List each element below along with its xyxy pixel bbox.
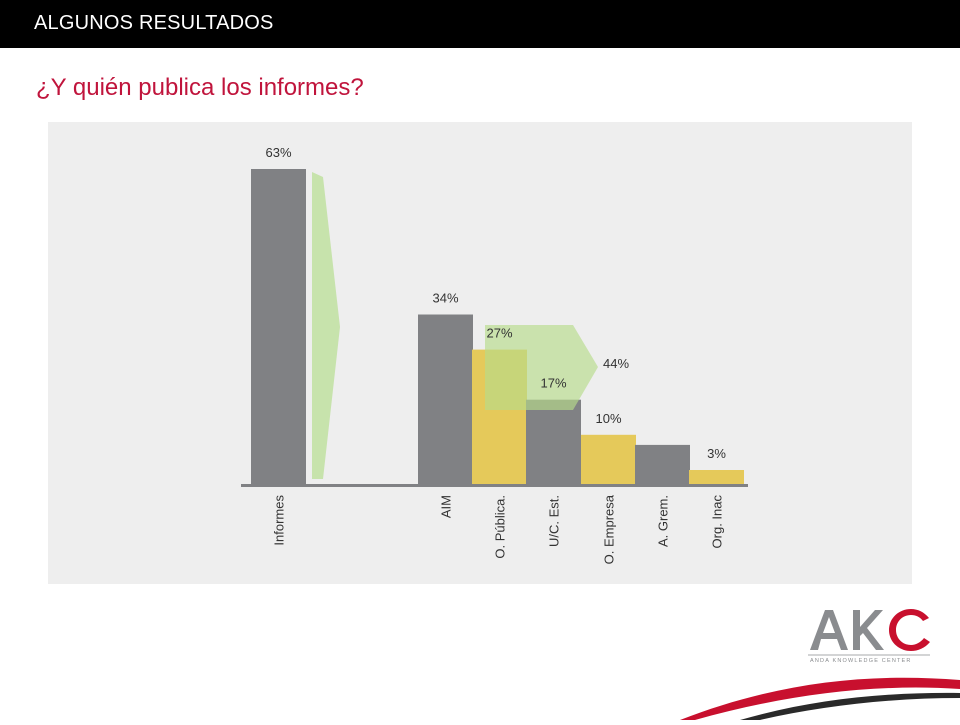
category-label-3: U/C. Est.	[547, 495, 562, 547]
header-bar: ALGUNOS RESULTADOS	[0, 0, 960, 48]
value-label-0: 63%	[265, 145, 291, 160]
bar-0	[251, 169, 306, 485]
value-label-3: 17%	[540, 376, 566, 391]
bar-1	[418, 314, 473, 485]
decorative-swoosh	[600, 650, 960, 720]
value-label-4: 10%	[595, 411, 621, 426]
bar-3	[526, 399, 581, 485]
category-label-1: AIM	[439, 495, 454, 518]
bar-6	[689, 470, 744, 485]
bar-4	[581, 434, 636, 485]
value-label-1: 34%	[432, 291, 458, 306]
value-label-2: 27%	[486, 326, 512, 341]
category-label-4: O. Empresa	[602, 494, 617, 564]
category-label-0: Informes	[272, 495, 287, 546]
annotation-label: 44%	[603, 356, 629, 371]
section-title: ALGUNOS RESULTADOS	[34, 12, 274, 34]
page-title: ¿Y quién publica los informes?	[36, 74, 364, 101]
category-label-2: O. Pública.	[493, 495, 508, 559]
logo-tagline: ANDA KNOWLEDGE CENTER	[810, 658, 912, 664]
bar-chart: 63% 34% 27% 17% 10% 3% 44% Informes AIM O. Públic…	[241, 145, 748, 564]
chart-panel: 63% 34% 27% 17% 10% 3% 44% Informes AIM O. Públic…	[48, 122, 912, 584]
value-label-6: 3%	[707, 446, 726, 461]
category-label-5: A. Grem.	[656, 495, 671, 547]
category-label-6: Org. Inac	[710, 495, 725, 549]
arrow-shape-combined	[485, 325, 598, 410]
bar-5	[635, 444, 690, 485]
arrow-shape-informes	[312, 172, 340, 479]
akc-logo-mark: ANDA KNOWLEDGE CENTER	[808, 609, 930, 664]
akc-logo: ANDA KNOWLEDGE CENTER	[798, 598, 938, 668]
